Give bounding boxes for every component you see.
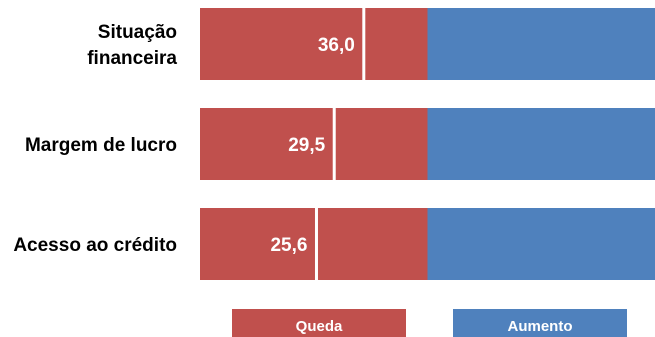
bar-aumento-0 (427, 8, 655, 80)
value-marker-1 (332, 107, 336, 181)
value-marker-0 (362, 7, 366, 81)
data-label-0: 36,0 (318, 35, 355, 56)
data-label-1: 29,5 (288, 135, 325, 156)
bar-queda-0 (200, 8, 428, 80)
value-marker-2 (314, 207, 318, 281)
category-label-0-1: financeira (87, 48, 177, 69)
bar-aumento-1 (427, 108, 655, 180)
legend-label-aumento: Aumento (508, 318, 573, 335)
bar-aumento-2 (427, 208, 655, 280)
bar-queda-1 (200, 108, 428, 180)
category-label-2-0: Acesso ao crédito (13, 235, 177, 256)
legend-swatch-queda (232, 309, 406, 337)
data-label-2: 25,6 (270, 235, 307, 256)
legend-label-queda: Queda (296, 318, 343, 335)
legend-swatch-aumento (453, 309, 627, 337)
bar-queda-2 (200, 208, 428, 280)
category-label-1-0: Margem de lucro (25, 135, 177, 156)
category-label-0-0: Situação (98, 22, 177, 43)
